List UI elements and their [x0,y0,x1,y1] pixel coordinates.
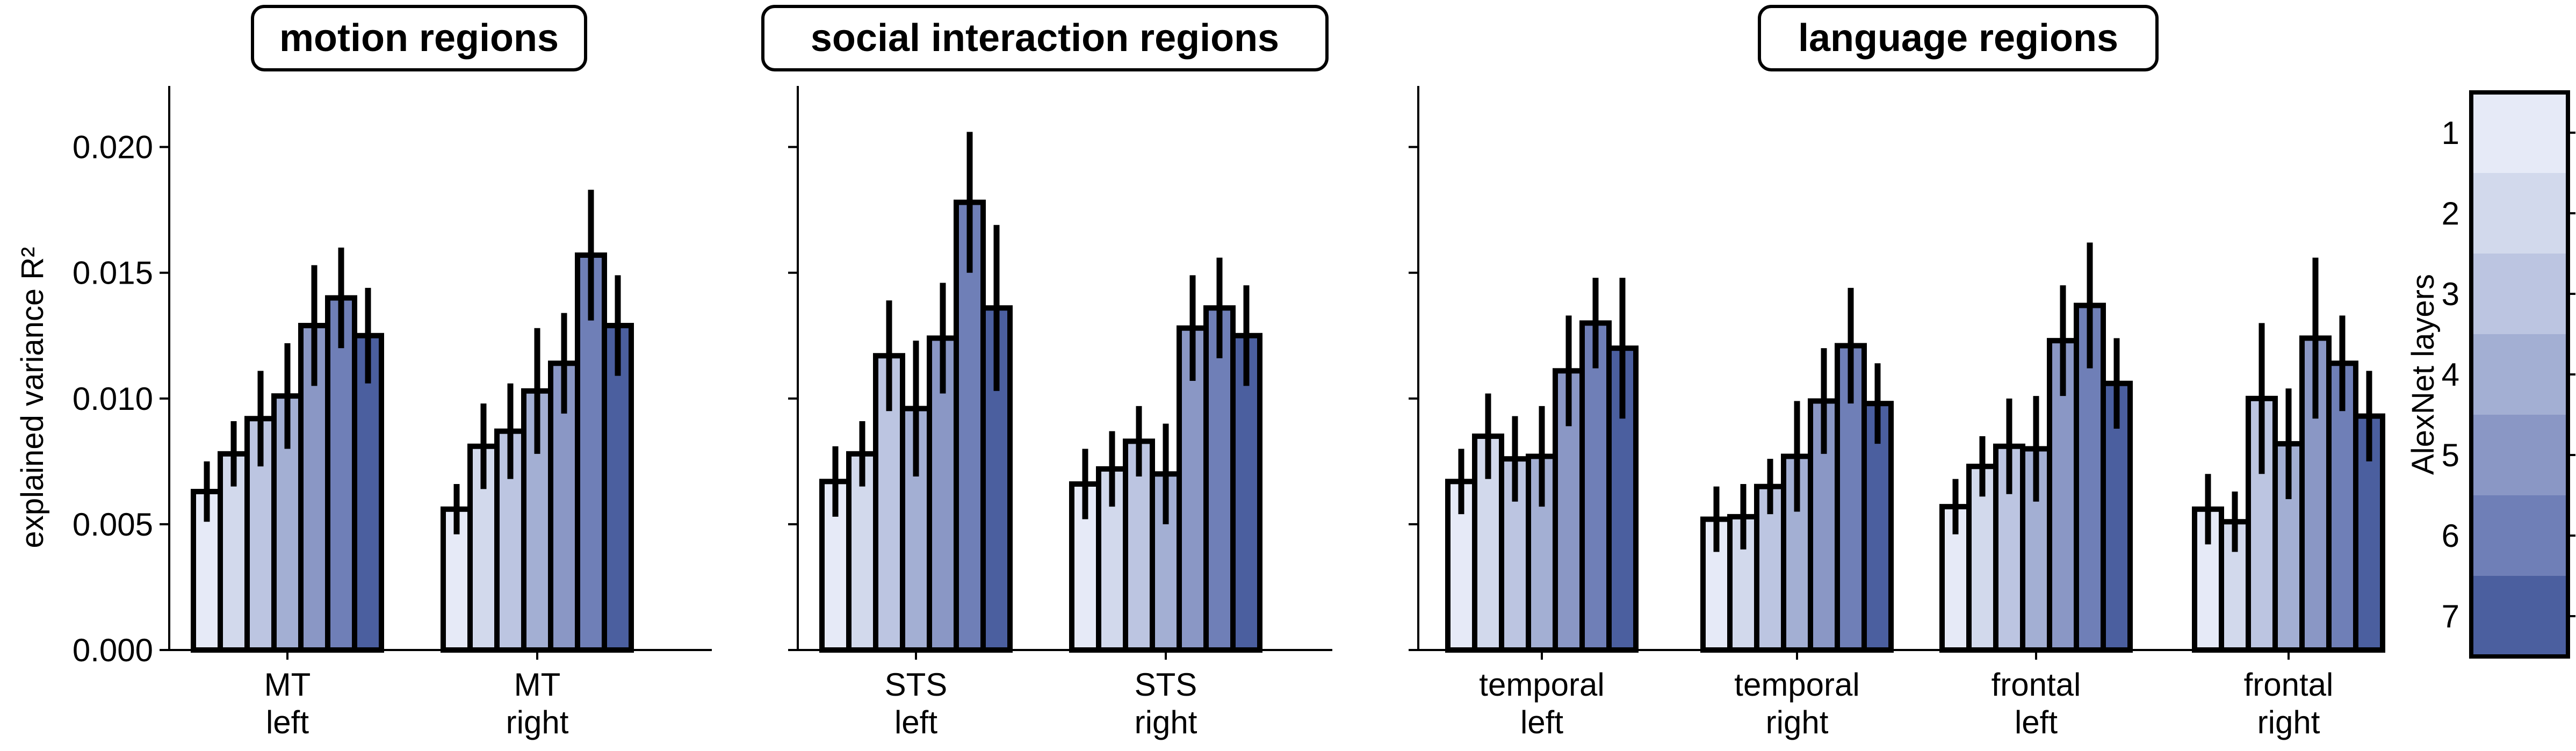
panel-title: language regions [1798,17,2118,60]
x-tick-label-line2: right [2257,704,2320,740]
y-tick-label: 0.015 [73,255,153,291]
y-tick-label: 0.020 [73,129,153,165]
colorbar-tick-label: 7 [2442,598,2459,634]
colorbar-tick-label: 3 [2442,276,2459,312]
x-tick-label-line1: temporal [1734,667,1859,703]
x-tick-label-line1: frontal [2244,667,2334,703]
panel-title-box [1758,5,2159,71]
panel-title: motion regions [279,17,559,60]
bar-layer-7 [602,323,634,653]
bar-layer-6 [325,295,357,653]
x-tick-label-line2: left [1520,704,1563,740]
bar-layer-6 [954,199,986,653]
x-tick-label-line2: left [2015,704,2058,740]
panel-title-box [251,5,587,71]
bar-layer-6 [1203,305,1236,653]
y-axis-label: explained variance R² [15,247,50,548]
x-tick-label-line2: right [1766,704,1829,740]
colorbar-tick-label: 5 [2442,437,2459,473]
colorbar-segment-4 [2471,334,2568,415]
colorbar-segment-7 [2471,576,2568,657]
x-tick-label-line1: STS [1135,667,1197,703]
x-tick-label-line1: temporal [1479,667,1604,703]
colorbar-tick-label: 2 [2442,196,2459,232]
y-tick-label: 0.000 [73,632,153,668]
colorbar-tick-label: 1 [2442,115,2459,151]
x-tick-label-line1: MT [514,667,561,703]
x-tick-label-line2: right [506,704,569,740]
colorbar-segment-2 [2471,173,2568,254]
x-tick-label-line1: MT [264,667,311,703]
colorbar: 1 2 3 4 5 6 7 AlexNet layers [2406,90,2575,659]
colorbar-segment-1 [2471,92,2568,174]
bar-layer-7 [1230,333,1262,653]
colorbar-tick-label: 6 [2442,518,2459,554]
x-tick-label-line2: right [1135,704,1197,740]
x-tick-label-line1: frontal [1991,667,2081,703]
bar-layer-6 [575,252,607,653]
colorbar-tick-label: 4 [2442,357,2459,393]
panel-title: social interaction regions [811,17,1279,60]
colorbar-label: AlexNet layers [2406,274,2441,475]
x-tick-label-line2: left [266,704,309,740]
x-tick-label-line2: left [894,704,937,740]
bar-layer-7 [1861,401,1894,653]
bar-layer-2 [1966,464,1998,653]
y-tick-label: 0.005 [73,507,153,543]
panel-title-box [761,5,1329,71]
bar-layer-2 [846,451,878,653]
y-tick-label: 0.010 [73,381,153,417]
colorbar-segment-3 [2471,254,2568,335]
bar-layer-6 [1579,320,1612,653]
colorbar-segment-5 [2471,415,2568,496]
x-tick-label-line1: STS [885,667,948,703]
panels: motion regions social interaction regions… [73,5,2385,740]
colorbar-segment-6 [2471,495,2568,576]
